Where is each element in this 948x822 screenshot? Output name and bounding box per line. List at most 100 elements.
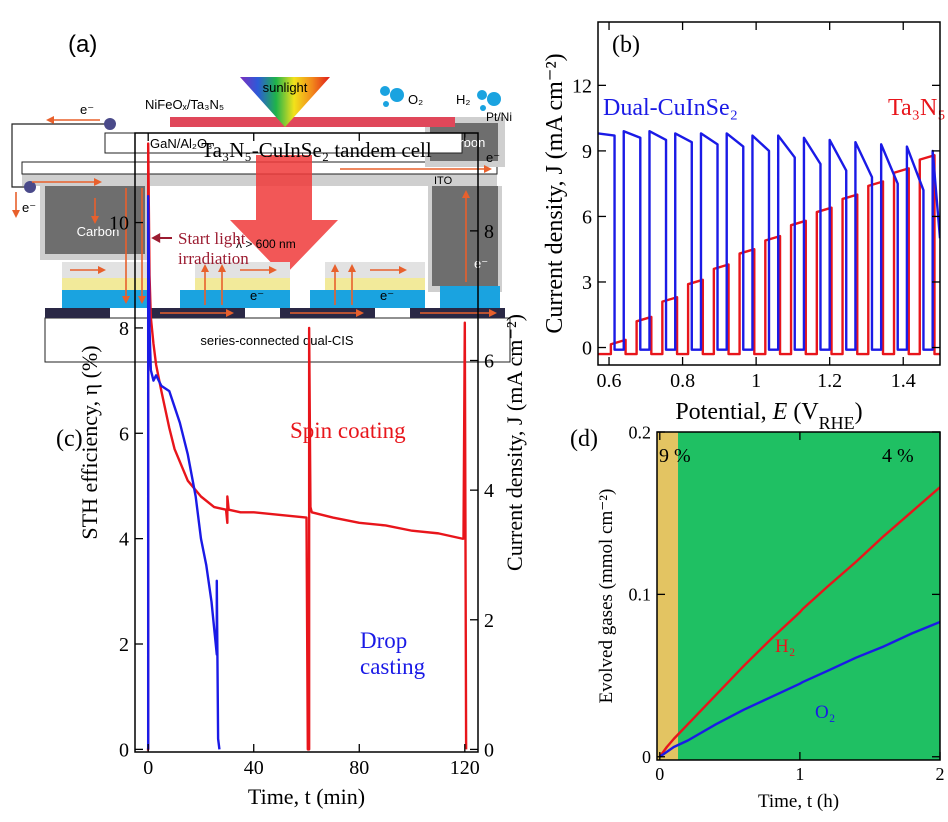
annotation-arrowhead <box>151 233 161 243</box>
sunlight-arrow <box>240 77 330 127</box>
axis-label: STH efficiency, η (%) <box>77 345 102 539</box>
series-label: Ta₃N₅ <box>888 95 946 121</box>
panel-label: (b) <box>612 32 640 58</box>
contact <box>104 118 116 130</box>
series-line <box>146 142 468 751</box>
axis-label: Potential, E (VRHE) <box>675 399 862 433</box>
axis-label: Current density, J (mA cm⁻²) <box>542 53 568 333</box>
light-arrow <box>230 155 338 276</box>
annotation: irradiation <box>178 249 249 268</box>
label: series-connected dual-CIS <box>200 333 354 348</box>
plot-frame <box>134 132 479 753</box>
bubble <box>390 88 404 102</box>
annotation: Spin coating <box>290 418 406 443</box>
label: λ > 600 nm <box>236 237 296 251</box>
electrode <box>45 308 110 318</box>
axis-label: Time, t (min) <box>248 784 365 809</box>
annotation: Start light <box>178 229 246 248</box>
bubble <box>487 92 501 106</box>
y2-tick-label: 8 <box>484 221 494 243</box>
x-tick-label: 0.6 <box>597 370 622 392</box>
layer <box>325 278 425 290</box>
layer <box>62 290 150 308</box>
label: NiFeOₓ/Ta₃N₅ <box>145 97 224 112</box>
diagram: (a) <box>11 31 512 363</box>
label: sunlight <box>263 80 308 95</box>
x-tick-label: 1.4 <box>891 370 916 392</box>
panel-label: (d) <box>570 426 598 452</box>
label: Pt/Ni <box>486 110 512 124</box>
x-tick-label: 1.2 <box>817 370 842 392</box>
y-tick-label: 0 <box>642 747 651 767</box>
y-tick-label: 6 <box>582 206 592 228</box>
y-tick-label: 10 <box>109 213 129 235</box>
x-tick-label: 80 <box>349 757 369 779</box>
series-line <box>146 195 221 750</box>
y-tick-label: 12 <box>572 75 592 97</box>
contact <box>24 181 36 193</box>
label: Carbon <box>77 224 120 239</box>
electron: e⁻ <box>22 200 36 215</box>
label: Carbon <box>443 135 486 150</box>
x-tick-label: 1 <box>751 370 761 392</box>
y-tick-label: 9 <box>582 141 592 163</box>
y-tick-label: 3 <box>582 272 592 294</box>
axis-label-part: (V <box>787 399 819 425</box>
series-label: Dual-CuInSe₂ <box>603 95 738 121</box>
bubble <box>480 105 486 111</box>
solar-cell-substrate <box>44 317 511 363</box>
axis-label: Time, t (h) <box>758 791 839 812</box>
x-tick-label: 120 <box>450 757 480 779</box>
bubble <box>380 86 390 96</box>
electron: e⁻ <box>380 288 394 303</box>
label: GaN/Al₂O₃ <box>150 136 212 151</box>
y-tick-label: 0.2 <box>629 422 652 442</box>
series-line <box>658 486 940 758</box>
y-tick-label: 0 <box>119 739 129 761</box>
y-tick-label: 0.1 <box>629 585 652 605</box>
bubble <box>477 90 487 100</box>
axis-label: Evolved gases (mmol cm⁻²) <box>596 489 617 704</box>
series-line <box>598 154 940 356</box>
y-tick-label: 6 <box>119 423 129 445</box>
y-tick-label: 8 <box>119 318 129 340</box>
layer <box>310 290 425 308</box>
annotation: Drop <box>360 628 407 653</box>
chart-title: Ta₃N₅-CuInSe₂ tandem cell <box>201 138 432 162</box>
y2-tick-label: 6 <box>484 351 494 373</box>
label: ITO <box>434 175 453 187</box>
electron: e⁻ <box>80 102 94 117</box>
bubble <box>383 101 389 107</box>
x-tick-label: 1 <box>795 764 804 784</box>
x-tick-label: 0 <box>655 764 664 784</box>
axis-label-part: Potential, <box>675 399 772 425</box>
series-label: H₂ <box>775 636 795 657</box>
x-tick-label: 40 <box>244 757 264 779</box>
x-tick-label: 2 <box>936 764 945 784</box>
y2-tick-label: 2 <box>484 610 494 632</box>
panel-label: (c) <box>56 426 83 452</box>
x-tick-label: 0 <box>143 757 153 779</box>
region-label: 9 % <box>659 445 691 467</box>
plot-frame <box>656 431 941 761</box>
region-label: 4 % <box>882 445 914 467</box>
plot-frame <box>597 21 941 366</box>
layer <box>62 278 150 290</box>
layer <box>180 290 290 308</box>
series-line <box>659 620 940 758</box>
label: H₂ <box>456 92 470 107</box>
electron-arrows <box>12 116 497 317</box>
y-tick-label: 0 <box>582 338 592 360</box>
electron: e⁻ <box>474 256 488 271</box>
wire <box>11 123 108 188</box>
axis-label-part: E <box>772 399 788 425</box>
axis-label: Current density, J (mA cm⁻²) <box>502 314 527 571</box>
region <box>657 432 679 760</box>
photoanode <box>170 117 455 127</box>
annotation: casting <box>360 654 426 679</box>
region <box>678 432 940 760</box>
electron: e⁻ <box>486 150 500 165</box>
electron: e⁻ <box>250 288 264 303</box>
axis-label-part: ) <box>855 399 863 425</box>
